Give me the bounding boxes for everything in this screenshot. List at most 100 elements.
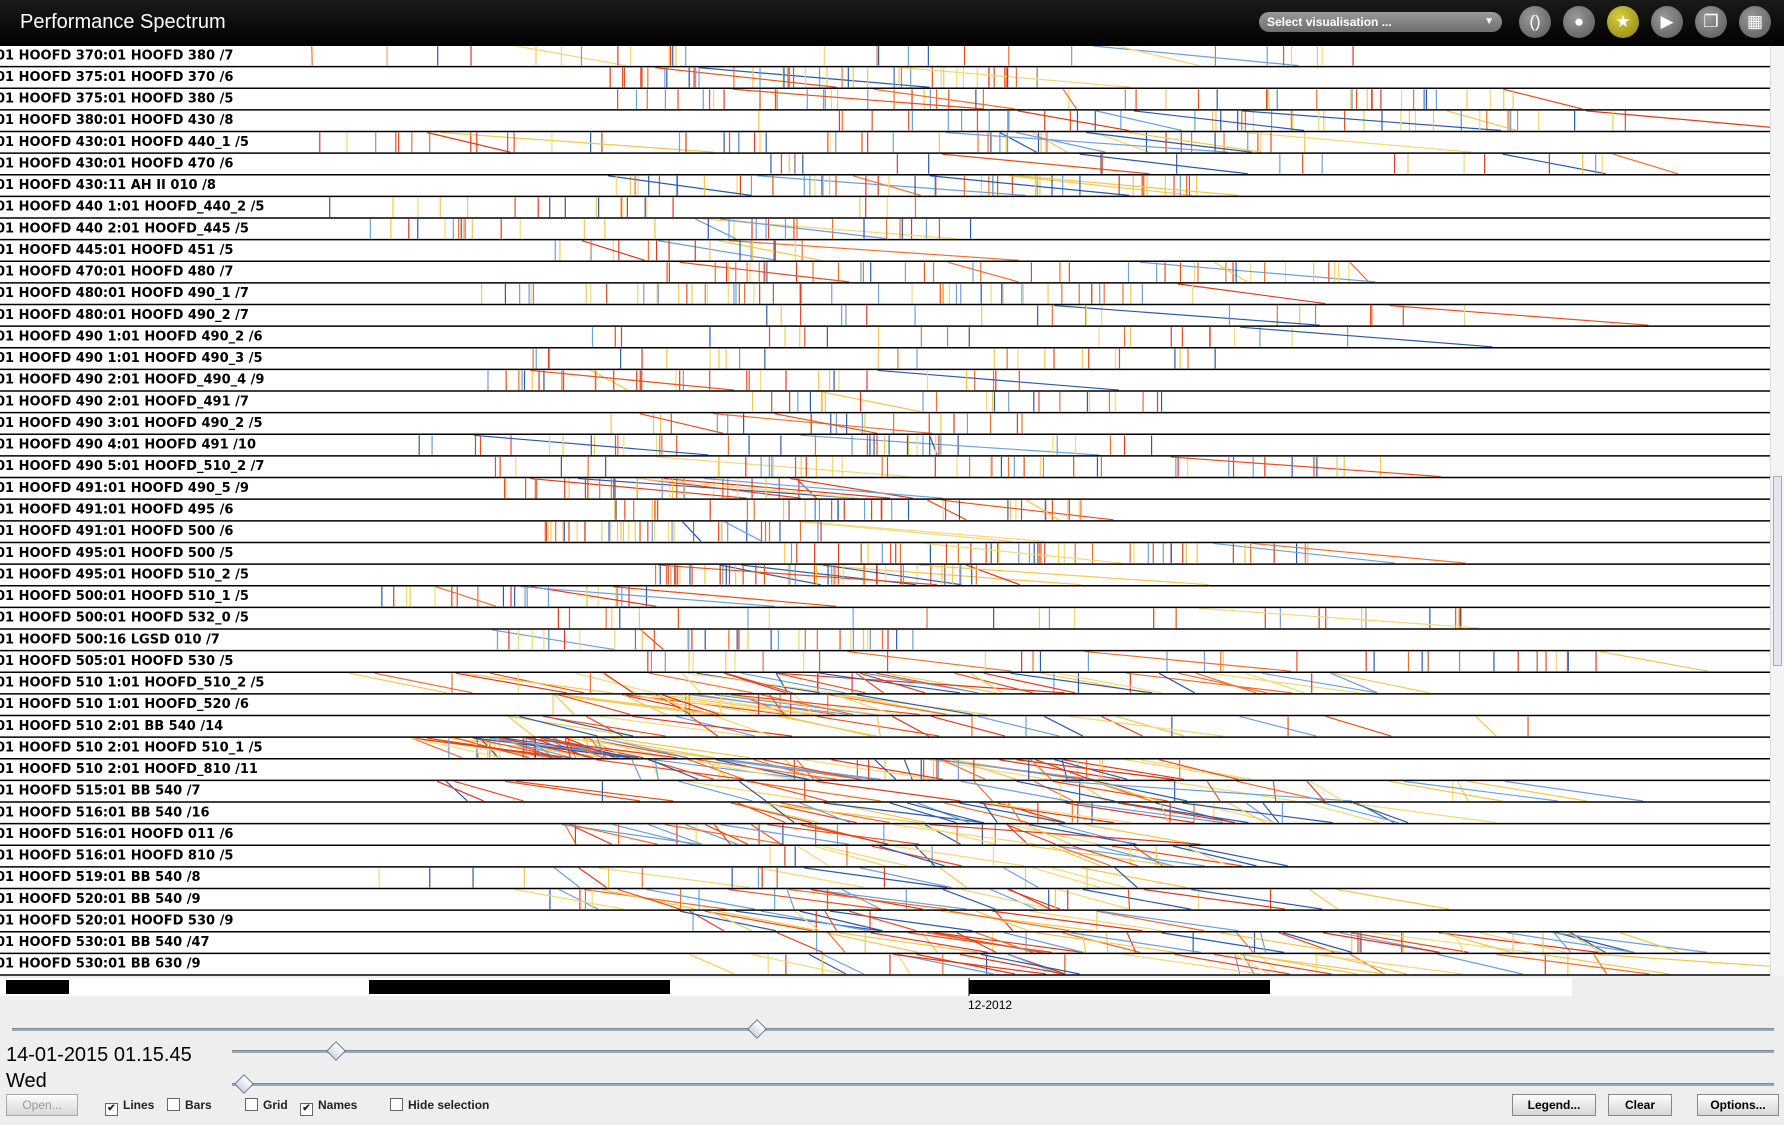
- trace-line: [999, 131, 1037, 153]
- trace-line: [1262, 672, 1378, 694]
- trace-line: [1033, 780, 1074, 802]
- density-slider[interactable]: [232, 1083, 1774, 1086]
- trace-line: [1081, 867, 1187, 889]
- trace-line: [1072, 845, 1139, 867]
- hide-selection-checkbox[interactable]: Hide selection: [390, 1098, 489, 1112]
- trace-line: [829, 694, 946, 716]
- trace-line: [374, 672, 473, 694]
- legend-button[interactable]: Legend...: [1512, 1094, 1596, 1116]
- checkbox-box[interactable]: ✔: [300, 1103, 313, 1116]
- trace-line: [776, 672, 866, 694]
- copy-button[interactable]: ❐: [1695, 6, 1727, 38]
- trace-line: [1016, 780, 1115, 802]
- trace-line: [1035, 759, 1091, 780]
- trace-line: [990, 888, 1037, 910]
- play-button[interactable]: ▶: [1651, 6, 1683, 38]
- slider-thumb[interactable]: [326, 1041, 346, 1061]
- trace-line: [1095, 110, 1183, 132]
- trace-line: [411, 737, 502, 759]
- scroll-thumb[interactable]: [1773, 476, 1782, 666]
- grid-button[interactable]: ▦: [1739, 6, 1771, 38]
- trace-line: [461, 672, 612, 694]
- checkbox-box[interactable]: [245, 1098, 258, 1111]
- scrollbar[interactable]: [1770, 46, 1784, 976]
- trace-line: [822, 953, 864, 975]
- trace-line: [975, 932, 1033, 953]
- trace-line: [1475, 716, 1497, 737]
- slider-thumb[interactable]: [747, 1019, 767, 1039]
- trace-line: [1093, 46, 1299, 67]
- day-text: Wed: [6, 1070, 47, 1092]
- drop-button[interactable]: ●: [1563, 6, 1595, 38]
- checkbox-box[interactable]: [167, 1098, 180, 1111]
- trace-line: [1030, 759, 1052, 780]
- trace-line: [1305, 802, 1380, 824]
- trace-line: [870, 932, 989, 953]
- bars-checkbox[interactable]: Bars: [167, 1098, 212, 1112]
- trace-line: [774, 413, 878, 434]
- trace-line: [786, 889, 795, 910]
- trace-line: [811, 888, 967, 910]
- star-button[interactable]: ★: [1607, 6, 1639, 38]
- trace-line: [1553, 932, 1708, 953]
- slider-thumb[interactable]: [234, 1074, 254, 1094]
- trace-line: [719, 564, 821, 586]
- trace-line: [1403, 780, 1558, 802]
- trace-line: [1313, 953, 1463, 975]
- trace-line: [617, 888, 681, 910]
- visualisation-select[interactable]: Select visualisation ... ▼: [1259, 12, 1502, 32]
- trace-line: [1031, 845, 1173, 867]
- trace-line: [1438, 932, 1599, 953]
- trace-line: [1010, 824, 1099, 845]
- segment-label: 01 HOOFD 491:01 HOOFD 495 /6: [0, 503, 233, 518]
- dropdown-arrow: ▼: [1484, 16, 1494, 27]
- trace-line: [819, 672, 960, 694]
- trace-line: [532, 737, 591, 759]
- trace-line: [655, 67, 837, 88]
- trace-line: [1168, 780, 1296, 802]
- segment-label: 01 HOOFD 490 5:01 HOOFD_510_2 /7: [0, 459, 264, 474]
- segment-label: 01 HOOFD 495:01 HOOFD 510_2 /5: [0, 567, 249, 582]
- trace-line: [1556, 932, 1634, 953]
- time-slider[interactable]: [12, 1028, 1774, 1031]
- spectrum-background: [0, 46, 1770, 976]
- trace-line: [1239, 715, 1317, 737]
- trace-line: [1016, 131, 1106, 153]
- trace-line: [873, 88, 1015, 110]
- segment-label: 01 HOOFD 491:01 HOOFD 500 /6: [0, 524, 233, 539]
- checkbox-box[interactable]: ✔: [105, 1103, 118, 1116]
- trace-line: [892, 715, 930, 737]
- trace-line: [1128, 131, 1262, 153]
- trace-line: [822, 391, 921, 413]
- trace-line: [1234, 953, 1270, 975]
- zoom-slider[interactable]: [232, 1050, 1774, 1053]
- trace-line: [675, 694, 818, 716]
- trace-line: [1586, 110, 1770, 128]
- trace-line: [664, 824, 785, 845]
- trace-line: [704, 477, 943, 499]
- trace-line: [639, 413, 724, 434]
- lines-checkbox[interactable]: ✔ Lines: [105, 1098, 154, 1116]
- checkbox-box[interactable]: [390, 1098, 403, 1111]
- grid-checkbox[interactable]: Grid: [245, 1098, 288, 1112]
- trace-line: [1613, 153, 1679, 175]
- trace-line: [1086, 131, 1252, 153]
- trace-line: [527, 737, 554, 759]
- open-button[interactable]: Open...: [6, 1094, 78, 1116]
- brackets-button[interactable]: (): [1519, 6, 1551, 38]
- options-button[interactable]: Options...: [1697, 1094, 1779, 1116]
- trace-line: [944, 802, 1029, 824]
- trace-line: [954, 672, 1033, 694]
- trace-line: [1050, 845, 1101, 867]
- trace-line: [814, 564, 1082, 586]
- trace-line: [1389, 780, 1503, 802]
- trace-line: [454, 780, 524, 802]
- clear-button[interactable]: Clear: [1608, 1094, 1672, 1116]
- trace-line: [724, 694, 880, 716]
- trace-line: [1140, 261, 1376, 283]
- trace-line: [731, 694, 920, 716]
- segment-label: 01 HOOFD 490 1:01 HOOFD 490_2 /6: [0, 329, 263, 344]
- names-checkbox[interactable]: ✔ Names: [300, 1098, 357, 1116]
- trace-line: [678, 780, 753, 802]
- trace-line: [1077, 802, 1223, 824]
